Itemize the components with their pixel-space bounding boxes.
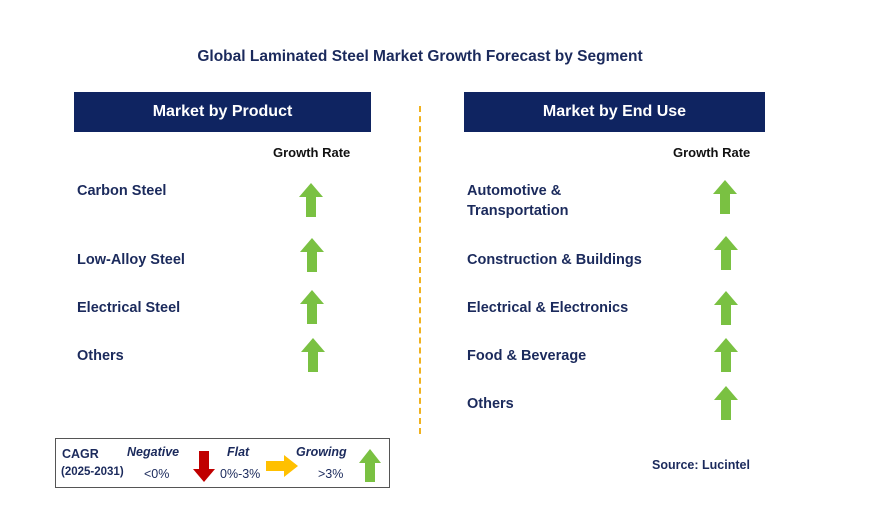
end-use-item-food-beverage: Food & Beverage (467, 348, 587, 364)
end-use-item-automotive-transportation: Automotive & Transportation (467, 181, 569, 221)
up-arrow-icon (299, 183, 323, 217)
product-item-low-alloy-steel: Low-Alloy Steel (77, 252, 185, 268)
product-item-carbon-steel: Carbon Steel (77, 183, 167, 199)
up-arrow-icon (714, 338, 738, 372)
end-use-item-electrical-electronics: Electrical & Electronics (467, 300, 629, 316)
product-segment-header: Market by Product (74, 92, 371, 132)
page-title: Global Laminated Steel Market Growth For… (197, 48, 643, 65)
panel-divider (419, 106, 421, 434)
end-use-growth-rate-label: Growth Rate (673, 145, 751, 160)
legend-cagr-label: CAGR (62, 447, 99, 461)
product-item-others: Others (77, 348, 124, 364)
up-arrow-icon (300, 238, 324, 272)
legend-negative-range: <0% (144, 467, 170, 481)
legend-flat-range: 0%-3% (220, 467, 261, 481)
source-label: Source: Lucintel (652, 458, 750, 472)
up-arrow-icon (300, 290, 324, 324)
legend-negative-label: Negative (127, 445, 180, 459)
up-arrow-icon (301, 338, 325, 372)
down-arrow-icon (193, 451, 215, 482)
end-use-item-others: Others (467, 396, 514, 412)
end-use-item-label-line2: Transportation (467, 203, 569, 219)
end-use-item-label-line1: Automotive & (467, 183, 562, 199)
up-arrow-icon (714, 236, 738, 270)
legend-growing-range: >3% (318, 467, 344, 481)
legend-period: (2025-2031) (61, 466, 124, 478)
up-arrow-icon (713, 180, 737, 214)
right-arrow-icon (266, 455, 298, 477)
product-growth-rate-label: Growth Rate (273, 145, 351, 160)
cagr-legend: CAGR (2025-2031) Negative <0% Flat 0%-3%… (55, 438, 390, 488)
product-item-electrical-steel: Electrical Steel (77, 300, 181, 316)
legend-growing-label: Growing (296, 445, 347, 459)
end-use-segment-header: Market by End Use (464, 92, 765, 132)
up-arrow-icon (714, 291, 738, 325)
end-use-item-construction-buildings: Construction & Buildings (467, 252, 642, 268)
up-arrow-icon (714, 386, 738, 420)
legend-flat-label: Flat (227, 445, 250, 459)
up-arrow-icon (359, 449, 381, 482)
